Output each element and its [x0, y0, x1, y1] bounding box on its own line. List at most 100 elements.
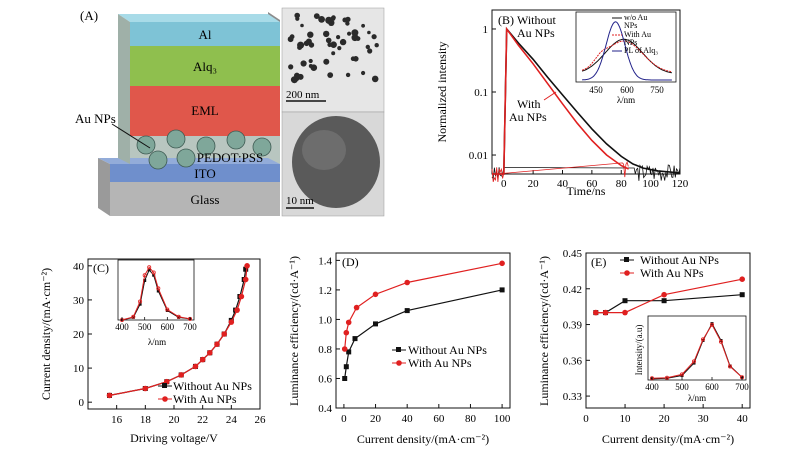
tem-particle-21 — [330, 41, 337, 48]
e-inset-xtick-0: 400 — [645, 382, 659, 392]
c-inset-pt-1-2 — [138, 299, 143, 304]
e-point-s0-2 — [622, 298, 628, 304]
layer-label-glass: Glass — [191, 192, 220, 207]
inset-legend-wo1: w/o Au — [624, 13, 647, 22]
e-xtick-label-4: 40 — [737, 413, 749, 425]
tem-particle-33 — [328, 19, 335, 26]
layer-label-alq3: Alq₃ — [193, 59, 217, 74]
panel-d-series — [341, 260, 505, 381]
e-point-s1-0 — [593, 309, 599, 316]
au-nanoparticle-2 — [196, 136, 216, 156]
d-ytick-label-5: 1.4 — [318, 255, 332, 267]
c-inset-xtick-0: 400 — [115, 322, 129, 332]
c-legend-with: With Au NPs — [173, 392, 237, 406]
panel-c-inset-curves: 400 500 600 700 — [115, 265, 197, 332]
tem-particle-22 — [327, 42, 333, 48]
c-inset-pt-0-8 — [177, 315, 181, 319]
inset-xtick-750: 750 — [650, 85, 664, 95]
e-ytick-label-0: 0.33 — [563, 391, 583, 403]
panel-b-ylabel: Normalized intensity — [435, 42, 449, 143]
tem-particle-52 — [325, 37, 332, 44]
inset-curve-pl — [582, 21, 672, 81]
b-xtick-label-6: 120 — [672, 178, 689, 190]
scale-label-top: 200 nm — [286, 89, 320, 101]
panel-b-label: (B) — [498, 13, 514, 27]
d-point-s0-4 — [373, 321, 378, 327]
e-point-s0-3 — [661, 298, 667, 304]
e-ytick-label-2: 0.39 — [563, 320, 583, 332]
tem-particle-29 — [351, 29, 359, 37]
layer-label-pedot: PEDOT:PSS — [197, 150, 264, 165]
inset-legend-wo2: NPs — [624, 21, 637, 30]
b-ytick-label-2: 0.01 — [469, 150, 488, 162]
au-nanoparticle-6 — [148, 150, 168, 170]
panel-c-inset — [117, 259, 195, 321]
ito-layer — [110, 164, 280, 182]
d-point-s1-2 — [345, 319, 352, 326]
d-point-s0-0 — [342, 376, 348, 381]
e-inset-pt-1-6 — [719, 339, 724, 344]
panel-e-series — [593, 276, 745, 316]
ann-with-1: With — [517, 97, 541, 111]
glass-layer — [110, 182, 280, 216]
stack-left-face — [98, 158, 110, 216]
panel-e-label: (E) — [591, 255, 606, 269]
b-xtick-label-5: 100 — [642, 178, 659, 190]
c-xtick-label-1: 18 — [140, 414, 152, 426]
c-inset-line-1 — [121, 266, 191, 321]
au-nps-arrow — [111, 123, 151, 149]
e-inset-pt-1-7 — [728, 364, 733, 369]
tem-particle-39 — [361, 70, 366, 76]
inset-legend-pl: PL of Alq₃ — [624, 46, 658, 55]
c-inset-xtick-2: 600 — [161, 322, 175, 332]
panel-b-ticks: 0 20 40 60 80 100 120 1 0.1 0.01 — [469, 24, 689, 190]
panel-d: 0 20 40 60 80 100 0.4 0.6 0.8 1.0 1.2 1.4 (D) Witho… — [287, 252, 511, 446]
e-point-s1-2 — [622, 309, 628, 316]
d-ytick-label-2: 0.8 — [318, 344, 332, 356]
c-point-s1-10 — [234, 307, 240, 313]
c-point-s0-13 — [243, 266, 249, 272]
tem-particle-37 — [361, 23, 365, 28]
e-inset-xlabel: λ/nm — [688, 393, 706, 403]
tem-particle-32 — [327, 72, 334, 78]
c-inset-pt-1-8 — [176, 314, 181, 319]
c-ytick-label-0: 0 — [79, 397, 85, 409]
e-inset-xtick-2: 600 — [705, 382, 719, 392]
c-ytick-label-3: 30 — [73, 295, 85, 307]
d-series-line-1 — [344, 262, 503, 350]
b-noise-1 — [491, 160, 629, 183]
panel-e-xlabel: Current density/(mA·cm⁻²) — [602, 432, 734, 446]
c-point-s1-6 — [207, 350, 213, 356]
layer-label-al: Al — [199, 27, 212, 42]
tem-particle-54 — [297, 73, 304, 80]
tem-nanoparticle-highlight — [302, 130, 346, 170]
tem-particle-47 — [351, 34, 359, 42]
c-legend-marker-without — [162, 383, 167, 388]
c-inset-pt-1-5 — [151, 270, 156, 275]
au-nanoparticle-1 — [166, 129, 186, 149]
tem-particle-6 — [337, 46, 342, 51]
tem-particle-24 — [310, 64, 318, 71]
tem-particles — [287, 12, 379, 84]
d-legend-with: With Au NPs — [408, 356, 472, 370]
tem-particle-46 — [288, 64, 294, 70]
d-ytick-label-0: 0.4 — [318, 403, 332, 415]
b-noise-0 — [491, 164, 681, 181]
c-inset-pt-0-3 — [143, 279, 147, 282]
tem-particle-15 — [365, 44, 370, 50]
tem-particle-30 — [287, 36, 294, 43]
ann-with-arrow — [543, 91, 557, 101]
d-point-s1-6 — [499, 260, 505, 267]
panel-c-legend: Without Au NPs With Au NPs — [158, 379, 252, 406]
e-legend-with: With Au NPs — [640, 266, 704, 280]
tem-particle-20 — [371, 34, 377, 40]
e-inset-pt-0-5 — [710, 322, 714, 326]
panel-e-inset — [647, 315, 747, 381]
d-point-s1-3 — [353, 304, 360, 311]
e-xtick-label-3: 30 — [698, 413, 710, 425]
panel-d-frame — [335, 252, 511, 409]
c-xtick-label-4: 24 — [226, 414, 238, 426]
c-xtick-label-3: 22 — [197, 414, 208, 426]
c-inset-xtick-3: 700 — [183, 322, 197, 332]
